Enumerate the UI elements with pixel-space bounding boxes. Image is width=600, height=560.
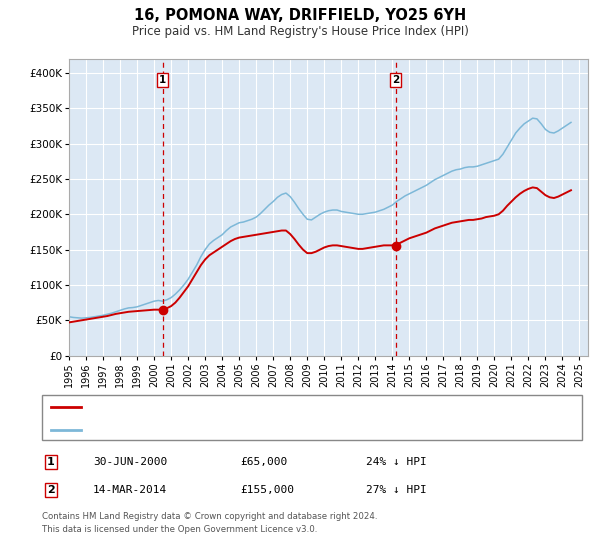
Text: 16, POMONA WAY, DRIFFIELD, YO25 6YH (detached house): 16, POMONA WAY, DRIFFIELD, YO25 6YH (det… (87, 402, 391, 412)
Text: 1: 1 (47, 457, 55, 467)
Text: HPI: Average price, detached house, East Riding of Yorkshire: HPI: Average price, detached house, East… (87, 424, 403, 435)
Text: 2: 2 (392, 75, 400, 85)
Text: Price paid vs. HM Land Registry's House Price Index (HPI): Price paid vs. HM Land Registry's House … (131, 25, 469, 38)
Text: 30-JUN-2000: 30-JUN-2000 (93, 457, 167, 467)
Text: £65,000: £65,000 (240, 457, 287, 467)
Text: 2: 2 (47, 485, 55, 495)
Text: 24% ↓ HPI: 24% ↓ HPI (366, 457, 427, 467)
Text: 16, POMONA WAY, DRIFFIELD, YO25 6YH: 16, POMONA WAY, DRIFFIELD, YO25 6YH (134, 8, 466, 24)
Text: 14-MAR-2014: 14-MAR-2014 (93, 485, 167, 495)
Text: 27% ↓ HPI: 27% ↓ HPI (366, 485, 427, 495)
Text: 1: 1 (159, 75, 166, 85)
Text: £155,000: £155,000 (240, 485, 294, 495)
Text: Contains HM Land Registry data © Crown copyright and database right 2024.
This d: Contains HM Land Registry data © Crown c… (42, 512, 377, 534)
